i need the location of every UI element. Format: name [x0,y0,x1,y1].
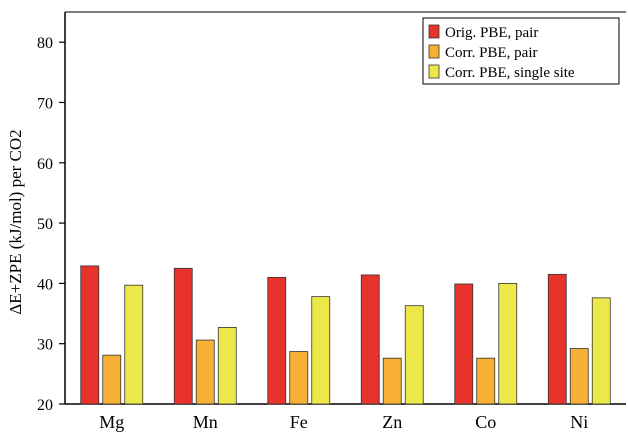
y-tick-label: 50 [37,216,53,233]
bar [476,357,496,405]
bar [404,305,424,405]
bar [217,327,237,405]
bar [289,351,309,405]
bar [195,339,215,405]
bars [80,265,611,405]
legend-swatch [428,44,440,59]
legend-label: Orig. PBE, pair [445,25,538,41]
legend-box [422,17,620,85]
legend-label: Corr. PBE, single site [445,65,575,81]
bar [80,265,100,405]
x-tick-label: Mn [193,412,218,432]
y-tick-label: 40 [37,276,53,293]
legend-label: Corr. PBE, pair [445,45,538,61]
bar [498,282,518,405]
y-tick-label: 20 [37,397,53,414]
x-axis: Mg Mn Fe Zn Co Ni [99,412,588,432]
x-tick-label: Mg [99,412,124,432]
bar [173,267,193,405]
y-tick-label: 80 [37,35,53,52]
legend-swatch [428,24,440,39]
bar [124,284,144,405]
y-tick-label: 60 [37,156,53,173]
x-tick-label: Fe [290,412,308,432]
plot-area [64,11,626,405]
x-tick-label: Ni [570,412,588,432]
y-axis: 20 30 40 50 60 70 80 [37,35,65,414]
y-tick-label: 70 [37,95,53,112]
y-tick-label: 30 [37,337,53,354]
bar [569,348,589,405]
bar [360,274,380,405]
y-axis-label: ΔE+ZPE (kJ/mol) per CO2 [6,129,25,314]
legend-swatch [428,64,440,79]
bar [102,354,122,405]
x-tick-label: Zn [382,412,402,432]
bar [267,276,287,405]
bar [547,273,567,405]
bar [382,357,402,405]
bar [311,296,331,405]
bar [591,297,611,405]
x-tick-label: Co [475,412,496,432]
legend: Orig. PBE, pair Corr. PBE, pair Corr. PBE,… [422,17,620,85]
bar [454,283,474,405]
